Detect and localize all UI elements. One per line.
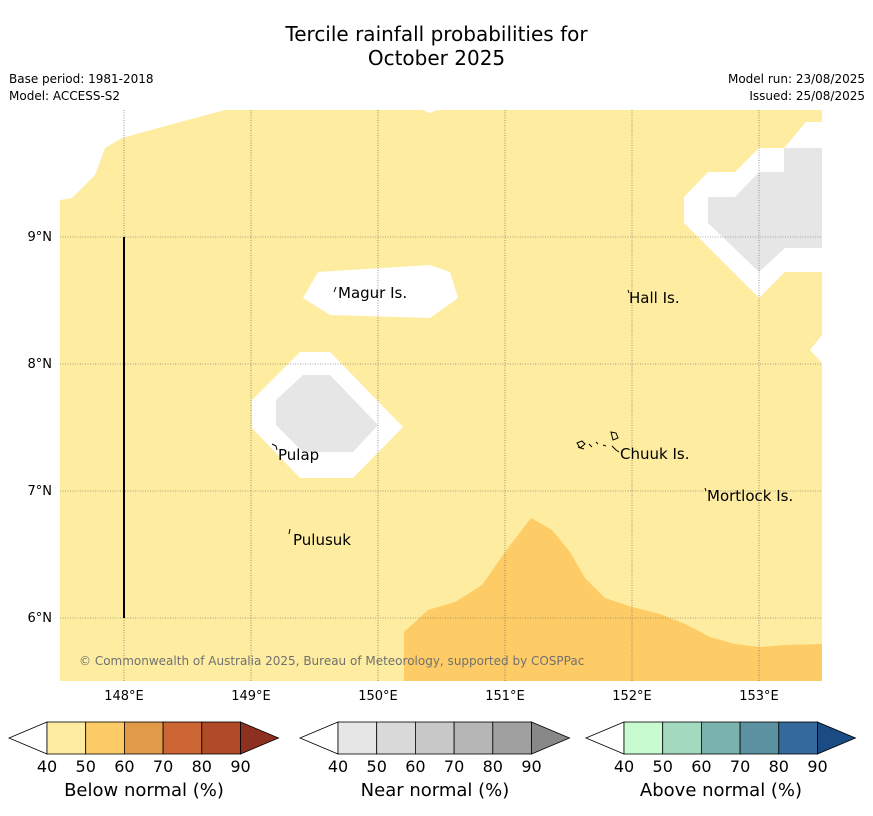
- legend-above-normal: 40 50 60 70 80 90: [584, 721, 857, 776]
- legend-above-label: Above normal (%): [639, 780, 803, 801]
- colorbar-tick-40: 40: [328, 757, 348, 776]
- axis-labels: 148°E 149°E 150°E 151°E 152°E 153°E 9°N …: [28, 230, 779, 704]
- colorbar-tick-50: 50: [653, 757, 673, 776]
- mortlock-island-mark: [704, 487, 707, 492]
- model-run: Model run: 23/08/2025: [727, 72, 865, 86]
- colorbar-cell-3: [739, 721, 780, 755]
- colorbar-tick-90: 90: [807, 757, 827, 776]
- colorbar-tick-80: 80: [192, 757, 212, 776]
- colorbar-tick-60: 60: [691, 757, 711, 776]
- colorbar-tick-50: 50: [76, 757, 96, 776]
- colorbar-tick-80: 80: [769, 757, 789, 776]
- near-50-region-west: [276, 375, 378, 452]
- colorbar-tick-40: 40: [37, 757, 57, 776]
- lat-tick-9n: 9°N: [28, 230, 53, 245]
- lon-tick-149: 149°E: [231, 689, 271, 704]
- colorbar-cell-1: [662, 721, 702, 755]
- colorbar-tick-50: 50: [367, 757, 387, 776]
- label-mortlock: Mortlock Is.: [707, 487, 793, 505]
- magur-island-mark: [333, 286, 337, 293]
- legend-near-label: Near normal (%): [360, 780, 510, 801]
- lon-tick-151: 151°E: [485, 689, 525, 704]
- lat-tick-8n: 8°N: [28, 357, 53, 372]
- colorbar-cell-3: [453, 721, 494, 755]
- base-period: Base period: 1981-2018: [9, 72, 154, 86]
- colorbar-tick-80: 80: [483, 757, 503, 776]
- legend-below-normal: 40 50 60 70 80 90: [7, 721, 280, 776]
- colorbar-cell-3: [162, 721, 203, 755]
- colorbar-tick-70: 70: [444, 757, 464, 776]
- colorbar-cell-4: [778, 721, 818, 755]
- colorbar-cell-0: [46, 721, 87, 755]
- colorbar-tick-40: 40: [614, 757, 634, 776]
- chuuk-lagoon-islands: [576, 431, 620, 453]
- hall-island-mark: [627, 289, 630, 294]
- copyright-notice: © Commonwealth of Australia 2025, Bureau…: [79, 654, 584, 668]
- near-50-region-east: [708, 148, 822, 272]
- lat-tick-6n: 6°N: [28, 611, 53, 626]
- pulusuk-island-mark: [288, 528, 291, 535]
- map-panel: Magur Is. Hall Is. Pulap Chuuk Is. Mortl…: [60, 110, 822, 681]
- lon-tick-153: 153°E: [739, 689, 779, 704]
- title-line-1: Tercile rainfall probabilities for: [285, 22, 588, 46]
- below-50-region: [60, 110, 822, 681]
- colorbar-tick-70: 70: [153, 757, 173, 776]
- label-pulusuk: Pulusuk: [293, 531, 351, 549]
- label-chuuk: Chuuk Is.: [620, 445, 689, 463]
- colorbar-tick-90: 90: [230, 757, 250, 776]
- below-60-region: [404, 518, 822, 681]
- label-hall: Hall Is.: [629, 289, 680, 307]
- legend-near-normal: 40 50 60 70 80 90: [298, 721, 571, 776]
- colorbar-cell-4: [492, 721, 532, 755]
- colorbar-cell-0: [337, 721, 378, 755]
- map-title: Tercile rainfall probabilities for Octob…: [0, 22, 873, 70]
- colorbar-cell-1: [85, 721, 125, 755]
- label-magur: Magur Is.: [338, 284, 407, 302]
- issued-date: Issued: 25/08/2025: [749, 89, 865, 103]
- magur-white-area: [303, 265, 458, 318]
- place-labels: Magur Is. Hall Is. Pulap Chuuk Is. Mortl…: [278, 284, 793, 549]
- colorbar-cell-0: [623, 721, 664, 755]
- colorbar-tick-70: 70: [730, 757, 750, 776]
- colorbar-extend-low: [7, 721, 48, 755]
- label-pulap: Pulap: [278, 446, 319, 464]
- model-name: Model: ACCESS-S2: [9, 89, 121, 103]
- lat-tick-7n: 7°N: [28, 484, 53, 499]
- colorbar-tick-60: 60: [405, 757, 425, 776]
- lon-tick-152: 152°E: [612, 689, 652, 704]
- title-line-2: October 2025: [367, 46, 506, 70]
- metadata-left: Base period: 1981-2018 Model: ACCESS-S2: [9, 71, 154, 105]
- colorbar-tick-60: 60: [114, 757, 134, 776]
- metadata-right: Model run: 23/08/2025 Issued: 25/08/2025: [728, 71, 865, 105]
- colorbar-cell-1: [376, 721, 416, 755]
- colorbar-extend-high: [817, 721, 857, 755]
- colorbar-cell-2: [124, 721, 164, 755]
- colorbar-extend-low: [298, 721, 339, 755]
- colorbar-cell-2: [414, 721, 455, 755]
- lon-tick-150: 150°E: [358, 689, 398, 704]
- colorbar-extend-high: [240, 721, 280, 755]
- pulap-island-mark: [271, 443, 278, 451]
- island-outlines: [271, 286, 707, 535]
- colorbar-cell-4: [201, 721, 241, 755]
- colorbar-extend-low: [584, 721, 625, 755]
- colorbar-extend-high: [531, 721, 571, 755]
- lon-tick-148: 148°E: [104, 689, 144, 704]
- colorbar-cell-2: [701, 721, 741, 755]
- legend-below-label: Below normal (%): [64, 780, 224, 801]
- colorbar-tick-90: 90: [521, 757, 541, 776]
